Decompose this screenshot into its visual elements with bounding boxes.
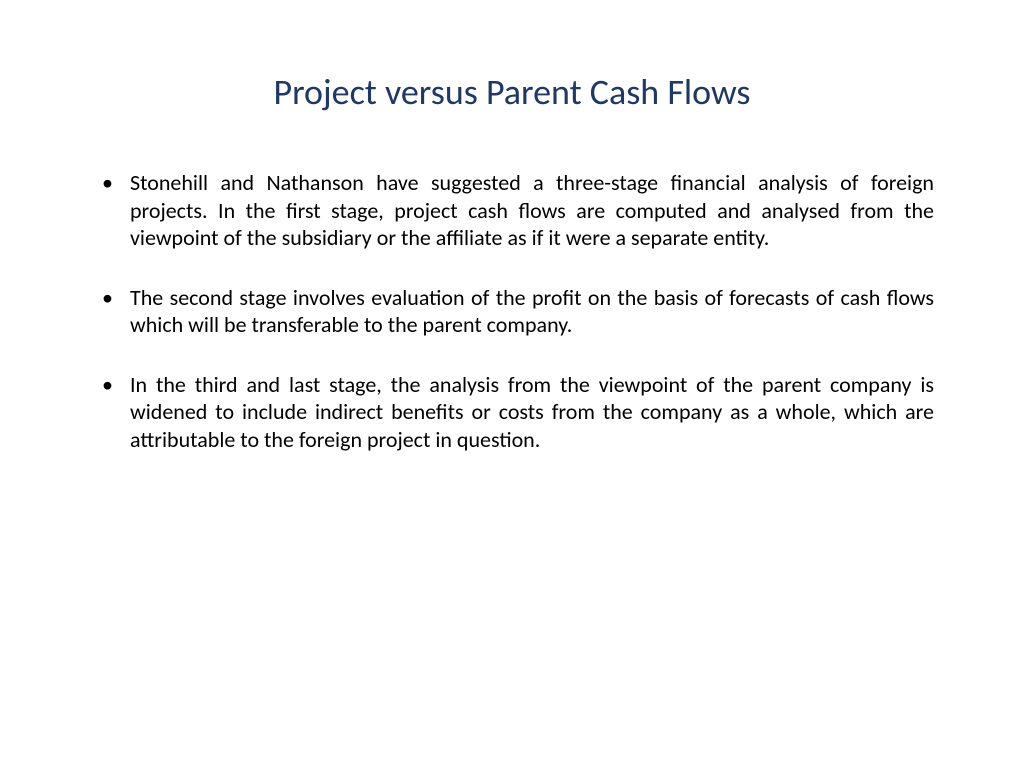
bullet-list: Stonehill and Nathanson have suggested a… [90, 169, 934, 453]
slide-title: Project versus Parent Cash Flows [90, 70, 934, 114]
list-item: Stonehill and Nathanson have suggested a… [90, 169, 934, 252]
list-item: The second stage involves evaluation of … [90, 284, 934, 339]
list-item: In the third and last stage, the analysi… [90, 371, 934, 454]
